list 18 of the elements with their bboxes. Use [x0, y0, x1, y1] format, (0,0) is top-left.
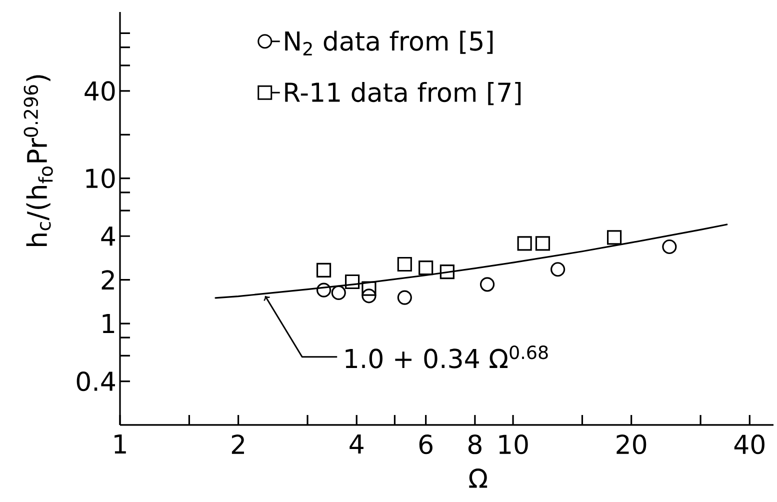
x-tick-label: 8: [468, 434, 482, 454]
x-tick-label: 6: [419, 434, 432, 454]
legend-label: R-11 data from [7]: [285, 82, 521, 106]
x-tick-label: 2: [232, 434, 244, 454]
y-tick-label: 1: [102, 314, 114, 333]
annotation: 1.0 + 0.34 Ω$^{0.68}$: [346, 345, 548, 368]
legend-label: N$_{2}$ data from [5]: [285, 30, 493, 56]
x-tick-label: 40: [734, 434, 764, 454]
y-tick-label: 10: [86, 168, 115, 188]
y-axis-title: h$_{c}$/(h$_{fo}$Pr$^{0.296}$): [24, 75, 53, 246]
x-axis-title: Ω: [469, 468, 488, 488]
y-tick-label: 4: [101, 226, 116, 246]
x-tick-label: 20: [616, 434, 646, 454]
x-tick-label: 10: [499, 434, 528, 454]
x-tick-label: 4: [350, 434, 364, 454]
y-tick-label: 2: [102, 270, 114, 290]
y-tick-label: 0.4: [76, 371, 116, 392]
y-tick-label: 40: [84, 81, 115, 101]
